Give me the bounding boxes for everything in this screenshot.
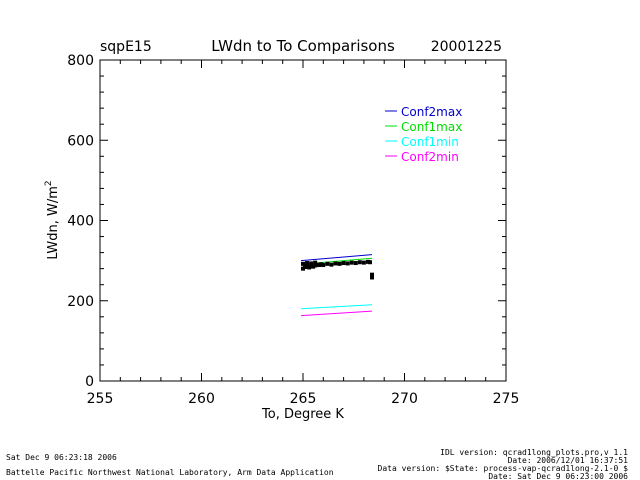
scatter-point <box>301 261 305 266</box>
series-line-conf1min <box>300 304 373 310</box>
legend-label: Conf2max <box>401 105 462 119</box>
scatter-point <box>329 262 334 267</box>
site-label: sqpE15 <box>100 39 152 55</box>
footer-idl-date: Date: 2006/12/01 16:37:51 <box>508 456 629 465</box>
x-tick-label: 270 <box>391 391 418 407</box>
scatter-point <box>349 260 354 265</box>
scatter-point <box>313 263 318 268</box>
scatter-point <box>313 260 318 265</box>
scatter-point <box>309 263 314 268</box>
scatter-point <box>301 266 305 271</box>
scatter-point <box>315 262 320 267</box>
footer-data-date: Date: Sat Dec 9 06:23:00 2006 <box>488 472 628 480</box>
scatter-point <box>370 275 375 280</box>
legend-label: Conf1max <box>401 120 462 134</box>
scatter-point <box>317 263 322 268</box>
y-tick-label: 0 <box>85 374 94 390</box>
scatter-point <box>333 261 338 266</box>
scatter-points <box>301 259 375 280</box>
y-tick-label: 200 <box>67 294 94 310</box>
y-axis-label-group: LWdn, W/m2 <box>44 180 61 259</box>
y-axis-label-text: LWdn, W/m <box>46 186 61 260</box>
scatter-point <box>365 259 370 264</box>
y-tick-label: 800 <box>67 53 94 69</box>
x-axis-ticks: 255 260 265 270 275 <box>87 60 520 407</box>
scatter-point <box>367 260 372 265</box>
y-tick-label: 600 <box>67 133 94 149</box>
scatter-point <box>353 261 358 266</box>
scatter-point <box>309 261 314 266</box>
scatter-point <box>311 264 316 269</box>
chart-title: LWdn to To Comparisons <box>211 37 395 55</box>
footer-idl-version: IDL version: qcrad1long_plots.pro,v 1.1 <box>440 448 628 457</box>
scatter-point <box>319 262 324 267</box>
scatter-point <box>370 272 375 277</box>
scatter-point <box>303 265 308 270</box>
footer-lab: Battelle Pacific Northwest National Labo… <box>6 468 334 477</box>
date-label: 20001225 <box>431 39 502 55</box>
scatter-point <box>337 261 342 266</box>
scatter-point <box>325 261 330 266</box>
y-tick-label: 400 <box>67 214 94 230</box>
x-axis-label: To, Degree K <box>261 407 344 422</box>
y-axis-ticks: 0 200 400 600 800 <box>67 53 506 390</box>
footer-data-version: Data version: $State: process-vap-qcrad1… <box>378 464 629 473</box>
x-tick-label: 275 <box>493 391 520 407</box>
scatter-point <box>361 260 366 265</box>
y-axis-label: LWdn, W/m2 <box>44 180 61 259</box>
series-line-conf2max <box>300 254 373 262</box>
series-line-conf2min <box>300 310 373 317</box>
x-tick-label: 265 <box>290 391 317 407</box>
x-tick-label: 260 <box>188 391 215 407</box>
scatter-point <box>341 261 346 266</box>
legend-label: Conf2min <box>401 150 459 164</box>
scatter-point <box>305 264 310 269</box>
scatter-point <box>307 265 312 270</box>
scatter-point <box>321 263 326 268</box>
x-tick-label: 255 <box>87 391 114 407</box>
scatter-point <box>345 261 350 266</box>
scatter-point <box>357 260 362 265</box>
scatter-point <box>305 261 310 266</box>
legend-label: Conf1min <box>401 135 459 149</box>
y-axis-label-superscript: 2 <box>44 180 54 186</box>
footer-run-date: Sat Dec 9 06:23:18 2006 <box>6 453 117 462</box>
